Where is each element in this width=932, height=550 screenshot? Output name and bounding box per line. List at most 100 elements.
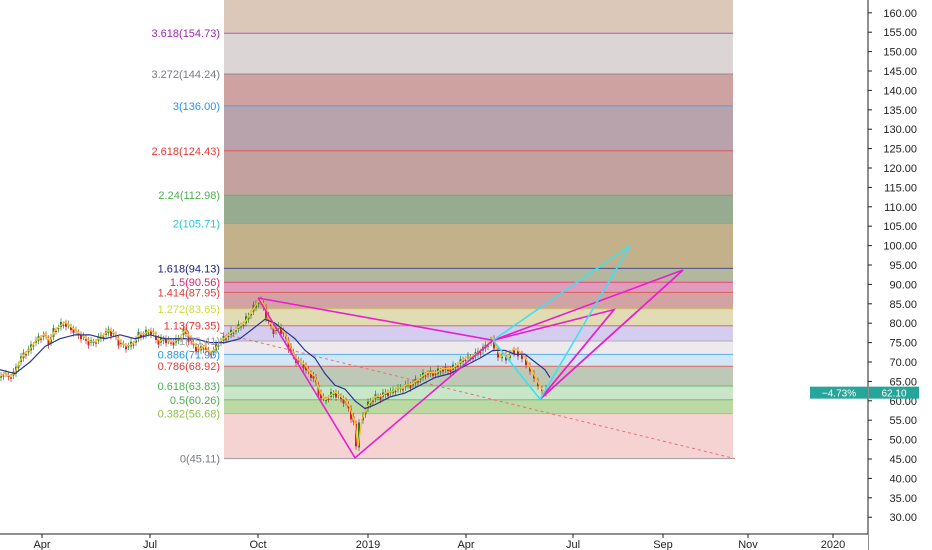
fib-level-label: 3.272(144.24) xyxy=(152,69,221,81)
candle-body xyxy=(80,334,82,340)
candle-body xyxy=(257,302,260,304)
candle-body xyxy=(240,326,242,328)
candle-body xyxy=(525,358,527,365)
current-price-label: 62.10 xyxy=(881,389,906,400)
candle-body xyxy=(320,393,322,399)
candle-body xyxy=(220,341,222,343)
candle-body xyxy=(454,366,457,368)
candle-body xyxy=(150,330,152,335)
candle-body xyxy=(312,375,315,379)
fib-level-label: 0.786(68.92) xyxy=(158,361,220,373)
candle-body xyxy=(409,385,412,389)
candle-body xyxy=(280,327,282,335)
fib-band xyxy=(224,223,733,269)
price-tick-label: 110.00 xyxy=(884,202,917,214)
price-tick-label: 105.00 xyxy=(883,221,917,233)
candle-body xyxy=(417,381,419,383)
candle-body xyxy=(394,391,397,393)
harmonic-pattern-layer xyxy=(257,244,684,460)
fib-band xyxy=(224,282,733,293)
candle-body xyxy=(227,335,230,337)
fib-level-label: 0.618(63.83) xyxy=(158,381,220,393)
candle-body xyxy=(302,363,305,369)
fib-level-label: 3.618(154.73) xyxy=(152,28,221,40)
price-tick-label: 55.00 xyxy=(889,415,917,427)
price-tick-label: 140.00 xyxy=(883,85,917,97)
candle-body xyxy=(162,339,165,341)
price-tick-label: 120.00 xyxy=(883,163,917,175)
candle-body xyxy=(517,350,519,357)
fib-level-label: 2.618(124.43) xyxy=(152,146,221,158)
candle-body xyxy=(449,369,452,372)
candle-body xyxy=(537,381,539,387)
candle-body xyxy=(497,350,499,358)
candle-body xyxy=(210,354,212,356)
price-tick-label: 115.00 xyxy=(884,182,917,194)
candle-body xyxy=(419,377,422,380)
candle-body xyxy=(377,396,379,398)
candle-body xyxy=(225,338,227,340)
time-tick-label: Apr xyxy=(33,539,50,550)
time-axis-bg xyxy=(0,534,868,550)
fib-band xyxy=(224,354,733,367)
candle-body xyxy=(402,389,404,391)
candle-body xyxy=(195,346,197,352)
candle-body xyxy=(332,393,335,395)
candle-body xyxy=(110,330,112,336)
fib-bands xyxy=(224,0,733,459)
time-tick-label: Oct xyxy=(249,539,266,550)
candle-body xyxy=(92,342,95,344)
candle-body xyxy=(462,360,464,362)
fib-level-label: 0.5(60.26) xyxy=(170,395,220,407)
candle-body xyxy=(85,338,87,341)
candle-body xyxy=(447,369,449,371)
price-tick-label: 150.00 xyxy=(883,47,917,59)
slow-ma-line xyxy=(0,318,551,410)
fib-band xyxy=(224,341,733,355)
price-tick-label: 130.00 xyxy=(883,124,917,136)
harmonic-pattern-magenta xyxy=(539,309,615,400)
fast-ma-line xyxy=(0,297,549,447)
fib-level-label: 0.382(56.68) xyxy=(158,409,220,421)
price-tick-label: 80.00 xyxy=(889,318,917,330)
candle-body xyxy=(305,365,307,371)
candle-body xyxy=(487,345,489,347)
candle-body xyxy=(202,348,205,350)
price-tick-label: 30.00 xyxy=(889,512,917,524)
candle-body xyxy=(140,334,142,337)
time-tick-label: Apr xyxy=(457,539,474,550)
fib-level-label: 1.13(79.35) xyxy=(164,321,220,333)
candle-body xyxy=(335,393,337,398)
candle-body xyxy=(120,342,122,344)
price-tick-label: 95.00 xyxy=(889,260,917,272)
fib-band xyxy=(224,309,733,326)
fib-band xyxy=(224,413,733,459)
candle-body xyxy=(165,338,167,344)
fib-level-label: 1.414(87.95) xyxy=(158,287,220,299)
candle-body xyxy=(170,342,172,344)
candle-body xyxy=(250,313,252,316)
fib-band xyxy=(224,0,733,34)
candle-body xyxy=(513,350,515,354)
time-tick-label: 2020 xyxy=(821,539,845,550)
candle-body xyxy=(464,360,467,362)
current-price-badge: −4.73% 62.10 xyxy=(810,386,919,400)
price-tick-label: 60.00 xyxy=(889,396,917,408)
candle-body xyxy=(2,375,5,377)
candle-body xyxy=(10,377,12,379)
candle-body xyxy=(235,330,237,332)
candle-body xyxy=(40,338,42,340)
current-price-badge xyxy=(869,386,919,399)
candle-body xyxy=(424,375,427,377)
fib-band xyxy=(224,105,733,151)
candle-body xyxy=(232,332,235,334)
candle-body xyxy=(147,332,150,334)
candle-body xyxy=(325,400,327,402)
candle-body xyxy=(372,400,374,402)
candle-body xyxy=(350,408,352,420)
candle-body xyxy=(7,375,10,377)
price-axis: 30.00 35.00 40.00 45.00 50.00 55.00 60.00 65.00… xyxy=(867,0,932,550)
price-tick-label: 35.00 xyxy=(889,493,917,505)
dashed-trendline xyxy=(219,332,736,460)
